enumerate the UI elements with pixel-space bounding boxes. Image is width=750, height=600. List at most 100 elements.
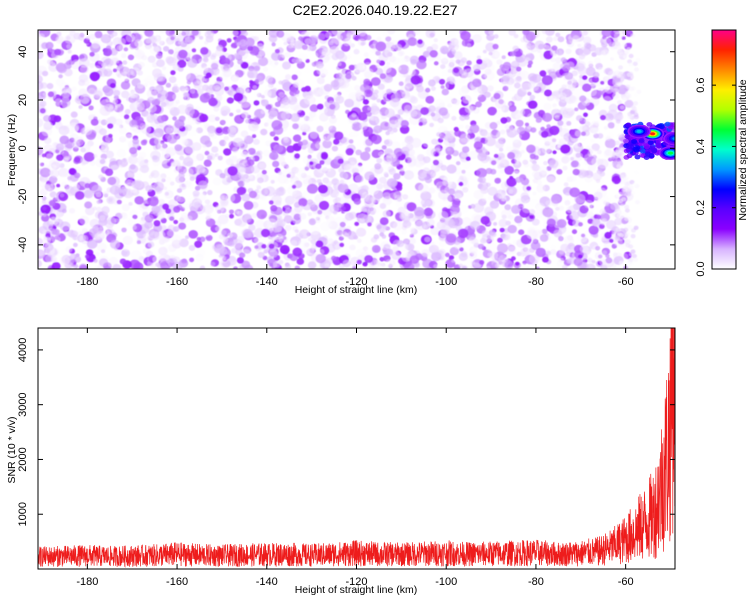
heatmap-cell xyxy=(584,175,593,183)
heatmap-cell xyxy=(475,101,482,108)
heatmap-cell xyxy=(239,39,248,47)
heatmap-cell xyxy=(631,205,637,210)
heatmap-cell xyxy=(624,204,630,210)
heatmap-cell xyxy=(588,262,597,269)
heatmap-cell xyxy=(156,115,166,124)
heatmap-cell xyxy=(614,217,623,226)
heatmap-cell xyxy=(149,231,160,241)
heatmap-cell xyxy=(364,193,375,204)
snr-x-tick-label: -100 xyxy=(435,576,457,588)
heatmap-cell xyxy=(624,216,630,222)
heatmap-cell xyxy=(466,60,472,66)
heatmap-cell xyxy=(321,48,330,56)
heatmap-cell xyxy=(64,34,76,45)
heatmap-cell xyxy=(438,189,449,200)
heatmap-cell xyxy=(274,96,281,102)
heatmap-cell xyxy=(247,53,256,62)
heatmap-cell xyxy=(208,130,215,137)
heatmap-cell xyxy=(38,33,45,40)
heatmap-cell xyxy=(109,239,121,249)
heatmap-cell xyxy=(483,132,493,141)
heatmap-cell xyxy=(385,131,391,136)
heatmap-cell xyxy=(520,149,525,154)
heatmap-cell xyxy=(122,60,128,65)
heatmap-cell xyxy=(507,224,517,234)
heatmap-cell xyxy=(101,62,107,68)
heatmap-cell xyxy=(420,107,429,116)
heatmap-cell xyxy=(296,58,303,64)
heatmap-cell xyxy=(424,236,431,243)
heatmap-cell xyxy=(89,51,95,57)
heatmap-cell xyxy=(489,122,498,130)
heatmap-cell xyxy=(231,75,240,83)
heatmap-cell xyxy=(626,47,632,52)
heatmap-cell xyxy=(371,245,381,253)
heatmap-cell xyxy=(89,218,100,228)
heatmap-cell xyxy=(633,101,639,106)
heatmap-cell xyxy=(614,123,620,128)
heatmap-cell xyxy=(172,116,178,121)
heatmap-cell xyxy=(330,80,339,88)
heatmap-cell xyxy=(633,92,639,98)
heatmap-cell xyxy=(354,174,364,183)
heatmap-y-tick-label: 40 xyxy=(17,46,29,58)
heatmap-cell xyxy=(249,80,254,84)
heatmap-cell xyxy=(539,234,549,242)
heatmap-cell xyxy=(73,184,80,190)
heatmap-cell xyxy=(458,181,464,187)
heatmap-cell xyxy=(551,138,557,143)
heatmap-cell xyxy=(308,201,316,208)
heatmap-cell xyxy=(259,162,266,169)
heatmap-cell xyxy=(630,33,636,38)
heatmap-cell xyxy=(564,200,571,206)
heatmap-cell xyxy=(167,257,178,268)
heatmap-cell xyxy=(569,175,577,182)
heatmap-cell xyxy=(441,88,449,96)
heatmap-cell xyxy=(269,151,279,160)
heatmap-cell xyxy=(152,132,161,140)
heatmap-cell xyxy=(473,189,484,200)
heatmap-cell xyxy=(577,169,588,179)
heatmap-cell xyxy=(163,186,168,191)
heatmap-cell xyxy=(241,193,251,202)
heatmap-cell xyxy=(247,45,254,51)
heatmap-cell xyxy=(454,51,463,60)
heatmap-cell xyxy=(292,247,303,257)
heatmap-cell xyxy=(176,134,188,144)
heatmap-cell xyxy=(189,88,196,94)
heatmap-cell xyxy=(53,115,62,123)
heatmap-cell xyxy=(240,61,249,69)
heatmap-cell xyxy=(316,125,324,133)
heatmap-cell xyxy=(536,184,546,193)
heatmap-cell xyxy=(485,42,496,52)
heatmap-cell xyxy=(268,30,280,38)
heatmap-cell xyxy=(205,72,212,78)
heatmap-cell xyxy=(175,175,185,184)
heatmap-cell xyxy=(137,70,144,76)
heatmap-cell xyxy=(512,143,521,151)
heatmap-cell xyxy=(625,84,631,89)
heatmap-cell xyxy=(346,164,355,173)
heatmap-cell xyxy=(592,245,601,253)
heatmap-cell xyxy=(618,65,623,70)
heatmap-cell xyxy=(84,79,91,85)
heatmap-cell xyxy=(245,118,251,124)
heatmap-cell xyxy=(607,122,615,129)
heatmap-cell xyxy=(614,140,620,146)
heatmap-cell xyxy=(504,260,514,269)
heatmap-cell xyxy=(354,165,364,174)
heatmap-cell xyxy=(38,237,43,246)
heatmap-cell xyxy=(535,205,542,211)
heatmap-cell xyxy=(196,30,208,41)
heatmap-cell xyxy=(56,63,67,74)
heatmap-cell xyxy=(387,30,396,35)
heatmap-cell xyxy=(589,138,595,143)
heatmap-cell xyxy=(598,109,608,118)
heatmap-cell xyxy=(272,87,278,92)
heatmap-cell xyxy=(59,135,70,145)
heatmap-cell xyxy=(233,266,238,269)
colorbar-tick-label: 0.6 xyxy=(695,78,707,93)
heatmap-cell xyxy=(232,239,243,249)
heatmap-cell xyxy=(284,51,292,58)
heatmap-cell xyxy=(334,131,344,141)
